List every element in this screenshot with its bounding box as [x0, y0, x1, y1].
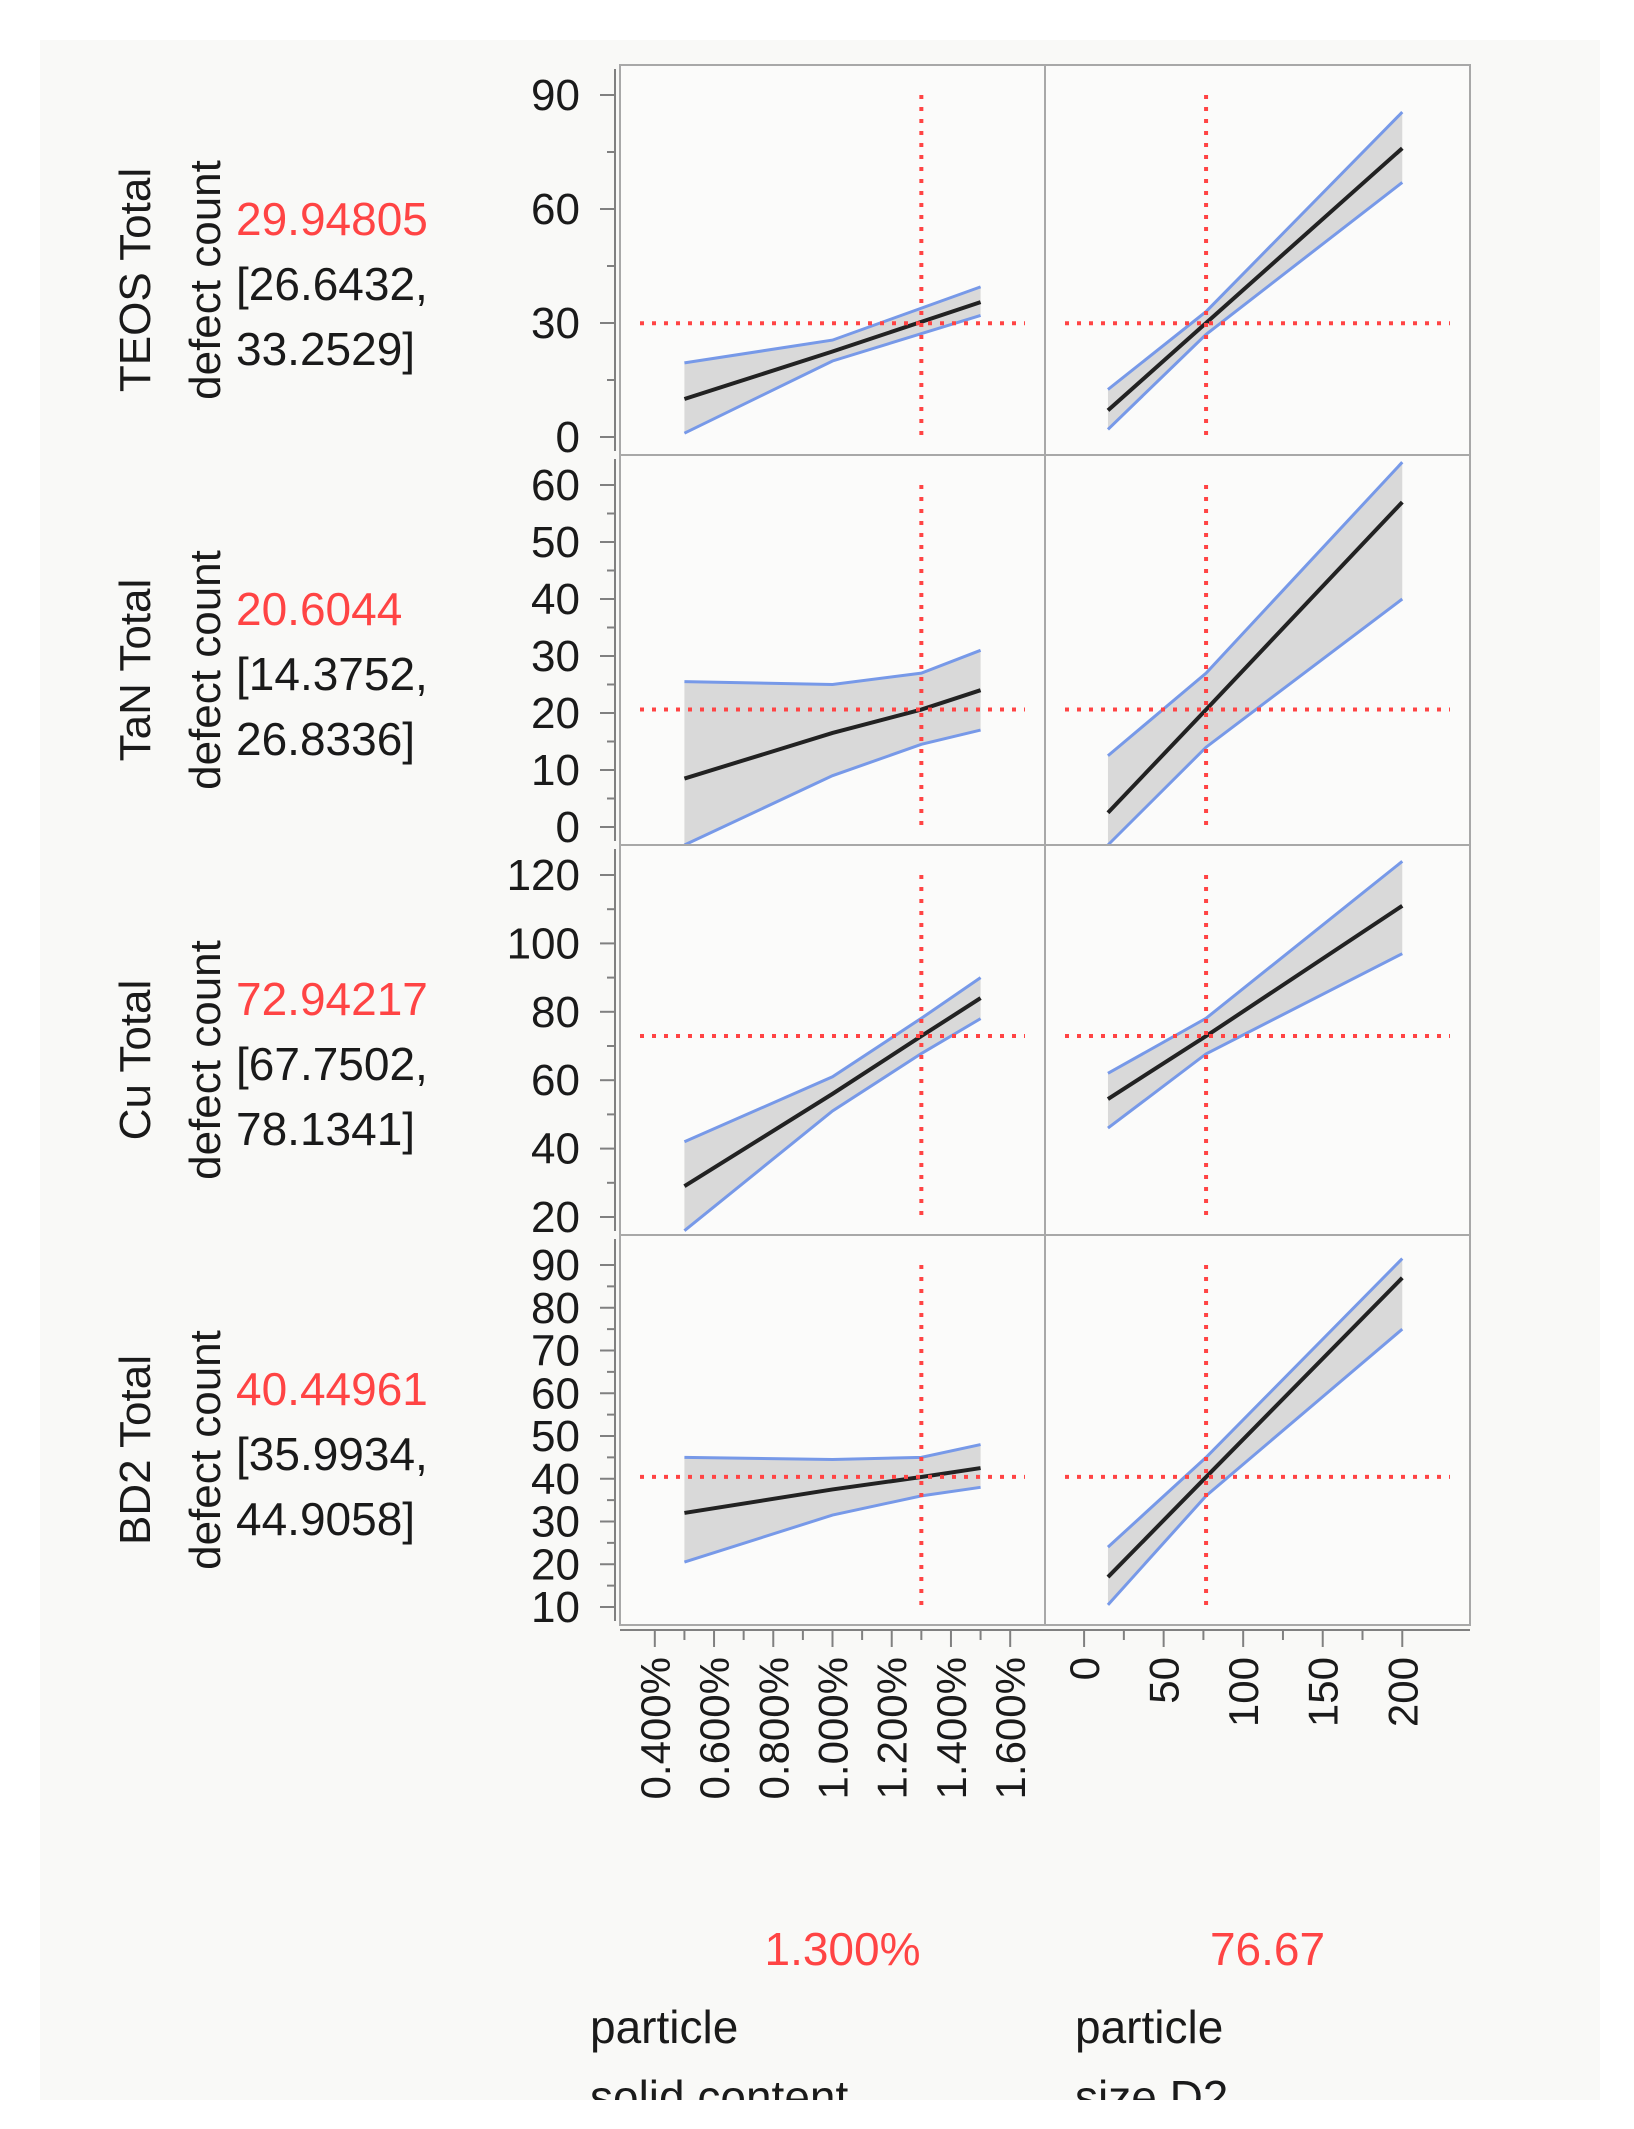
- panel-cu-size: [1044, 844, 1471, 1236]
- y-tick-label-teos-0: 0: [556, 413, 580, 462]
- confidence-interval-cu-line-1: [67.7502,: [236, 1038, 428, 1090]
- lower-bound-bd2-solid: [683, 1485, 981, 1564]
- y-tick-label-bd2-2: 30: [531, 1498, 580, 1547]
- x-tick-label-solid-6: 1.600%: [987, 1657, 1034, 1799]
- confidence-band-cu-size: [1107, 861, 1403, 1129]
- y-tick-label-bd2-5: 60: [531, 1369, 580, 1418]
- x-tick-label-solid-4: 1.200%: [869, 1657, 916, 1799]
- y-tick-label-cu-3: 80: [531, 988, 580, 1037]
- prediction-value-bd2: 40.44961: [236, 1363, 428, 1415]
- confidence-interval-bd2-line-1: [35.9934,: [236, 1428, 428, 1480]
- lower-bound-teos-solid: [683, 313, 982, 435]
- confidence-band-cu-solid: [684, 977, 981, 1231]
- confidence-interval-cu-line-2: 78.1341]: [236, 1103, 415, 1155]
- x-tick-label-size-2: 100: [1220, 1657, 1267, 1727]
- confidence-interval-bd2-line-2: 44.9058]: [236, 1493, 415, 1545]
- prediction-line-cu-solid: [683, 996, 982, 1188]
- y-tick-label-bd2-8: 90: [531, 1241, 580, 1290]
- response-label-teos-line-1: TEOS Total: [111, 168, 160, 392]
- y-tick-label-bd2-7: 80: [531, 1284, 580, 1333]
- y-tick-label-bd2-1: 20: [531, 1540, 580, 1589]
- factor-label-solid-line-1: particle: [590, 2001, 738, 2053]
- upper-bound-tan-size: [1106, 461, 1404, 757]
- prediction-line-teos-solid: [683, 300, 982, 401]
- y-tick-label-cu-5: 120: [507, 851, 580, 900]
- upper-bound-teos-solid: [684, 285, 982, 365]
- x-tick-label-solid-0: 0.400%: [632, 1657, 679, 1799]
- response-label-tan-line-2: defect count: [181, 550, 230, 790]
- prediction-line-bd2-size: [1106, 1276, 1404, 1579]
- y-tick-label-cu-1: 40: [531, 1125, 580, 1174]
- confidence-interval-tan-line-1: [14.3752,: [236, 648, 428, 700]
- factor-current-value-size: 76.67: [1210, 1923, 1325, 1975]
- factor-label-solid-line-2: solid content: [590, 2071, 848, 2100]
- prediction-profiler: TEOS Total defect count 29.94805[26.6432,3…: [111, 64, 1471, 2100]
- panel-cu-solid: [619, 844, 1046, 1236]
- x-tick-label-size-3: 150: [1300, 1657, 1347, 1727]
- prediction-line-cu-size: [1106, 904, 1404, 1101]
- y-tick-label-cu-2: 60: [531, 1056, 580, 1105]
- prediction-line-tan-solid: [683, 688, 982, 781]
- y-tick-label-bd2-3: 40: [531, 1455, 580, 1504]
- y-tick-label-tan-4: 40: [531, 575, 580, 624]
- prediction-line-bd2-solid: [684, 1466, 981, 1515]
- y-tick-label-tan-3: 30: [531, 632, 580, 681]
- response-label-cu-line-1: Cu Total: [111, 980, 160, 1141]
- x-tick-label-size-0: 0: [1061, 1657, 1108, 1680]
- response-label-cu-line-2: defect count: [181, 940, 230, 1180]
- x-tick-label-size-4: 200: [1379, 1657, 1426, 1727]
- factor-label-size-line-2: size D2: [1075, 2071, 1228, 2100]
- response-label-bd2-line-2: defect count: [181, 1330, 230, 1570]
- response-label-tan-line-1: TaN Total: [111, 579, 160, 762]
- x-tick-label-size-1: 50: [1141, 1657, 1188, 1704]
- panel-bd2-solid: [619, 1234, 1046, 1626]
- upper-bound-cu-size: [1107, 860, 1404, 1075]
- confidence-interval-teos-line-2: 33.2529]: [236, 323, 415, 375]
- response-label-bd2-line-1: BD2 Total: [111, 1355, 160, 1545]
- upper-bound-tan-solid: [684, 648, 982, 687]
- y-tick-label-tan-1: 10: [531, 746, 580, 795]
- confidence-band-tan-size: [1107, 462, 1403, 845]
- factor-current-value-solid: 1.300%: [764, 1923, 920, 1975]
- y-tick-label-bd2-0: 10: [531, 1583, 580, 1632]
- y-tick-label-cu-4: 100: [507, 919, 580, 968]
- y-tick-label-teos-3: 90: [531, 71, 580, 120]
- prediction-line-tan-size: [1106, 500, 1404, 815]
- confidence-band-teos-size: [1107, 112, 1403, 430]
- y-tick-label-tan-0: 0: [556, 803, 580, 852]
- confidence-interval-tan-line-2: 26.8336]: [236, 713, 415, 765]
- response-label-teos-line-2: defect count: [181, 160, 230, 400]
- upper-bound-cu-solid: [683, 976, 982, 1144]
- confidence-interval-teos-line-1: [26.6432,: [236, 258, 428, 310]
- confidence-band-tan-solid: [684, 650, 981, 845]
- confidence-band-bd2-solid: [684, 1444, 981, 1563]
- y-tick-label-tan-6: 60: [531, 461, 580, 510]
- lower-bound-tan-size: [1106, 597, 1404, 847]
- factor-label-size-line-1: particle: [1075, 2001, 1223, 2053]
- y-tick-label-teos-1: 30: [531, 299, 580, 348]
- x-tick-label-solid-2: 0.800%: [750, 1657, 797, 1799]
- prediction-value-teos: 29.94805: [236, 193, 428, 245]
- y-tick-label-tan-5: 50: [531, 518, 580, 567]
- y-tick-label-bd2-6: 70: [531, 1327, 580, 1376]
- lower-bound-cu-solid: [683, 1017, 982, 1232]
- y-tick-label-tan-2: 20: [531, 689, 580, 738]
- x-tick-label-solid-1: 0.600%: [691, 1657, 738, 1799]
- panel-teos-solid: [619, 64, 1046, 456]
- y-tick-label-teos-2: 60: [531, 185, 580, 234]
- lower-bound-tan-solid: [683, 728, 981, 847]
- upper-bound-bd2-solid: [684, 1443, 981, 1462]
- lower-bound-teos-size: [1106, 181, 1404, 431]
- prediction-value-cu: 72.94217: [236, 973, 428, 1025]
- prediction-profiler-frame: TEOS Total defect count 29.94805 [26.6432, 3…: [40, 40, 1600, 2100]
- prediction-value-tan: 20.6044: [236, 583, 402, 635]
- y-tick-label-cu-0: 20: [531, 1193, 580, 1242]
- confidence-band-bd2-size: [1107, 1258, 1403, 1605]
- y-tick-label-bd2-4: 50: [531, 1412, 580, 1461]
- x-tick-label-solid-5: 1.400%: [928, 1657, 975, 1799]
- lower-bound-cu-size: [1107, 952, 1403, 1130]
- x-tick-label-solid-3: 1.000%: [810, 1657, 857, 1799]
- panel-tan-solid: [619, 454, 1046, 846]
